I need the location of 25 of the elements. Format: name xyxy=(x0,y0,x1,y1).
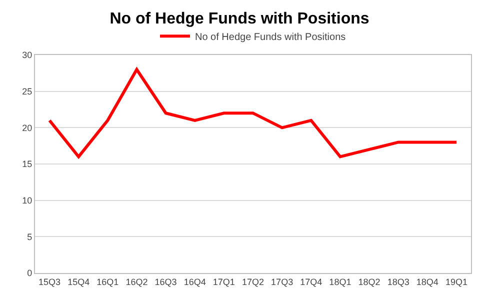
y-tick-label: 0 xyxy=(27,268,32,278)
y-tick-label: 30 xyxy=(22,50,32,60)
y-tick-label: 10 xyxy=(22,195,32,206)
x-tick-label: 16Q1 xyxy=(96,276,119,287)
x-tick-label: 18Q3 xyxy=(387,276,410,287)
y-tick-label: 15 xyxy=(22,159,32,170)
x-tick-label: 16Q4 xyxy=(184,276,206,287)
y-tick-label: 25 xyxy=(22,86,32,96)
x-tick-label: 15Q3 xyxy=(38,276,61,287)
line-series xyxy=(48,68,458,158)
y-tick-label: 5 xyxy=(27,232,32,242)
x-tick-label: 17Q1 xyxy=(212,276,235,287)
x-tick-label: 18Q2 xyxy=(358,276,380,287)
x-tick-label: 18Q1 xyxy=(329,276,352,287)
chart-title: No of Hedge Funds with Positions xyxy=(110,10,370,28)
x-tick-label: 16Q2 xyxy=(126,276,148,287)
y-tick-label: 20 xyxy=(22,122,32,133)
x-tick-label: 17Q3 xyxy=(271,276,294,287)
x-tick-label: 17Q2 xyxy=(242,276,264,287)
x-tick-label: 18Q4 xyxy=(416,276,438,287)
x-tick-label: 16Q3 xyxy=(154,276,177,287)
x-tick-label: 15Q4 xyxy=(68,276,90,287)
legend-label: No of Hedge Funds with Positions xyxy=(195,32,346,44)
x-tick-label: 19Q1 xyxy=(445,276,468,287)
x-tick-label: 17Q4 xyxy=(300,276,322,287)
